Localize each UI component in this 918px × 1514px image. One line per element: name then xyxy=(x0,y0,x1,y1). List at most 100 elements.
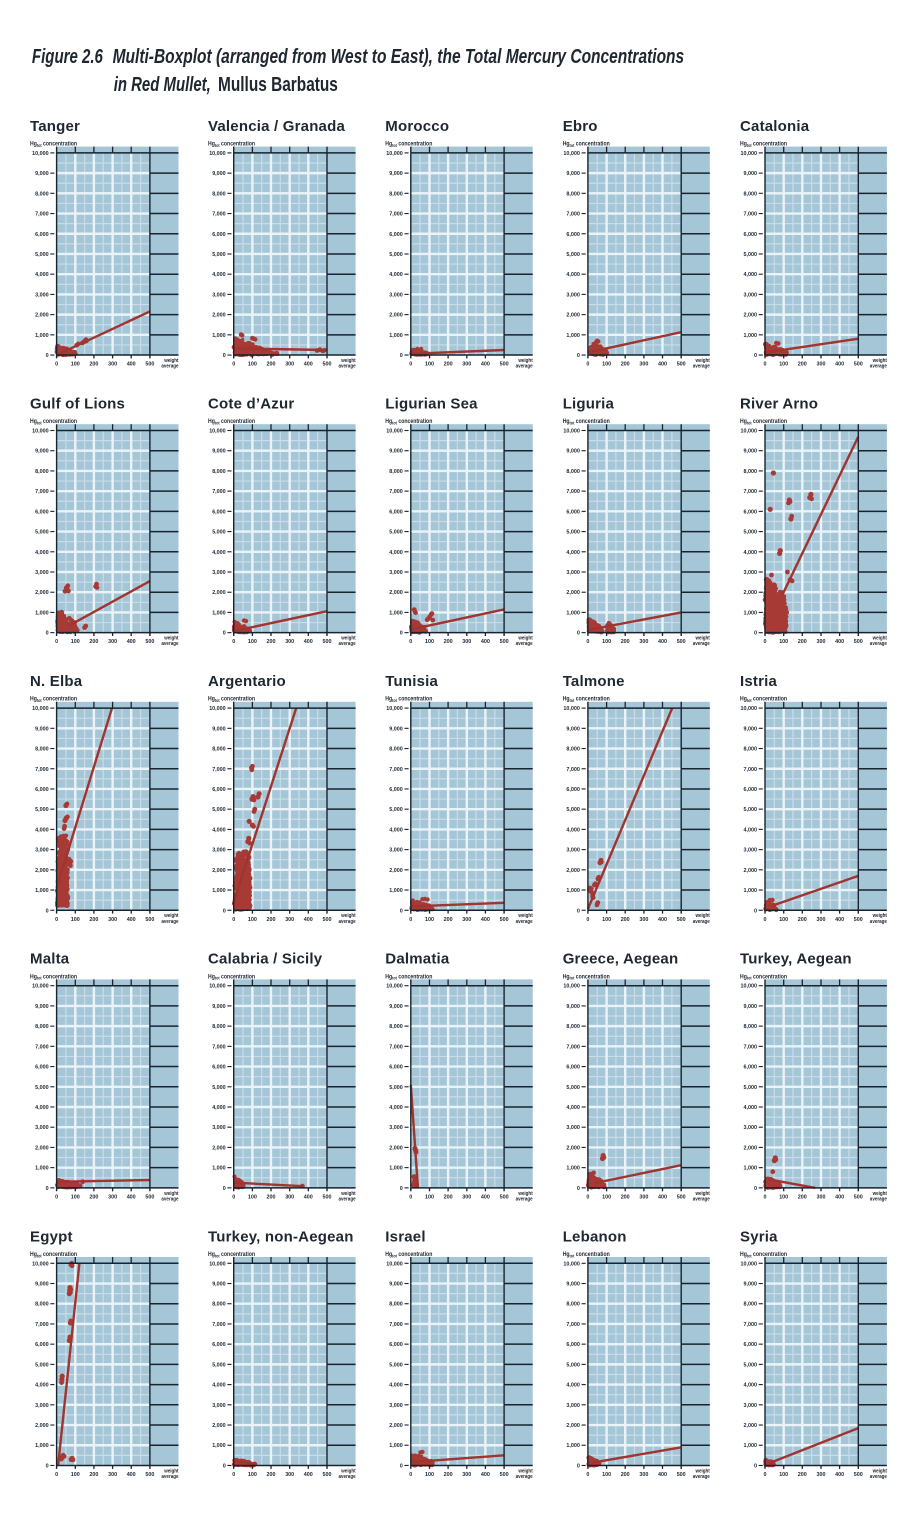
svg-text:5,000: 5,000 xyxy=(212,1085,226,1091)
svg-text:3,000: 3,000 xyxy=(212,848,226,854)
svg-text:400: 400 xyxy=(481,1195,490,1201)
svg-text:5,000: 5,000 xyxy=(389,807,403,813)
svg-text:8,000: 8,000 xyxy=(744,747,758,753)
svg-text:400: 400 xyxy=(481,639,490,645)
svg-text:5,000: 5,000 xyxy=(566,252,580,258)
svg-text:1,000: 1,000 xyxy=(389,610,403,616)
svg-text:5,000: 5,000 xyxy=(744,807,758,813)
svg-text:7,000: 7,000 xyxy=(566,212,580,218)
svg-text:200: 200 xyxy=(621,639,630,645)
svg-text:10,000: 10,000 xyxy=(563,151,580,157)
svg-text:500: 500 xyxy=(500,639,509,645)
svg-text:0: 0 xyxy=(577,353,580,359)
svg-text:4,000: 4,000 xyxy=(212,1105,226,1111)
svg-text:2,000: 2,000 xyxy=(389,868,403,874)
svg-text:7,000: 7,000 xyxy=(35,767,49,773)
svg-text:0: 0 xyxy=(586,639,589,645)
svg-text:Liguria: Liguria xyxy=(563,396,615,413)
svg-text:300: 300 xyxy=(285,1195,294,1201)
svg-text:400: 400 xyxy=(127,1195,136,1201)
svg-text:Hgtot concentration: Hgtot concentration xyxy=(563,696,610,703)
svg-text:4,000: 4,000 xyxy=(35,550,49,556)
svg-text:400: 400 xyxy=(658,362,667,368)
svg-text:10,000: 10,000 xyxy=(741,706,758,712)
svg-text:Tanger: Tanger xyxy=(30,118,80,135)
svg-text:5,000: 5,000 xyxy=(35,530,49,536)
svg-text:Hgtot concentration: Hgtot concentration xyxy=(740,141,787,148)
svg-text:8,000: 8,000 xyxy=(389,191,403,197)
svg-text:8,000: 8,000 xyxy=(389,747,403,753)
svg-text:0: 0 xyxy=(577,631,580,637)
svg-text:Dalmatia: Dalmatia xyxy=(385,951,450,968)
svg-text:3,000: 3,000 xyxy=(35,570,49,576)
svg-text:100: 100 xyxy=(425,917,434,923)
svg-text:Figure 2.6: Figure 2.6 xyxy=(32,45,103,68)
svg-text:Hgtot concentration: Hgtot concentration xyxy=(385,696,432,703)
svg-text:100: 100 xyxy=(779,639,788,645)
svg-text:0: 0 xyxy=(586,917,589,923)
svg-text:Hgtot concentration: Hgtot concentration xyxy=(385,141,432,148)
svg-text:Catalonia: Catalonia xyxy=(740,118,810,135)
svg-text:0: 0 xyxy=(577,908,580,914)
svg-text:8,000: 8,000 xyxy=(212,1024,226,1030)
svg-text:5,000: 5,000 xyxy=(566,530,580,536)
svg-text:9,000: 9,000 xyxy=(566,171,580,177)
svg-text:0: 0 xyxy=(409,639,412,645)
svg-text:0: 0 xyxy=(764,917,767,923)
svg-text:10,000: 10,000 xyxy=(32,984,49,990)
svg-text:10,000: 10,000 xyxy=(563,706,580,712)
svg-text:500: 500 xyxy=(500,917,509,923)
svg-text:Istria: Istria xyxy=(740,673,778,690)
svg-text:4,000: 4,000 xyxy=(35,272,49,278)
svg-text:400: 400 xyxy=(835,362,844,368)
svg-text:100: 100 xyxy=(425,1195,434,1201)
svg-text:300: 300 xyxy=(108,362,117,368)
svg-text:300: 300 xyxy=(285,639,294,645)
svg-text:200: 200 xyxy=(798,917,807,923)
svg-text:average: average xyxy=(339,363,356,369)
svg-text:0: 0 xyxy=(46,1186,49,1192)
svg-text:7,000: 7,000 xyxy=(389,1044,403,1050)
svg-text:3,000: 3,000 xyxy=(35,292,49,298)
svg-text:4,000: 4,000 xyxy=(389,1105,403,1111)
svg-text:7,000: 7,000 xyxy=(35,212,49,218)
svg-text:1,000: 1,000 xyxy=(35,1166,49,1172)
svg-text:200: 200 xyxy=(267,362,276,368)
svg-text:Hgtot concentration: Hgtot concentration xyxy=(208,696,255,703)
svg-text:10,000: 10,000 xyxy=(209,984,226,990)
svg-text:0: 0 xyxy=(223,908,226,914)
svg-text:average: average xyxy=(161,1196,178,1202)
svg-text:5,000: 5,000 xyxy=(212,807,226,813)
svg-text:100: 100 xyxy=(248,917,257,923)
svg-text:Hgtot concentration: Hgtot concentration xyxy=(563,419,610,426)
svg-text:10,000: 10,000 xyxy=(209,429,226,435)
svg-text:Morocco: Morocco xyxy=(385,118,449,135)
svg-text:Valencia / Granada: Valencia / Granada xyxy=(208,118,345,135)
svg-text:7,000: 7,000 xyxy=(389,767,403,773)
svg-text:Hgtot concentration: Hgtot concentration xyxy=(30,419,77,426)
svg-text:Hgtot concentration: Hgtot concentration xyxy=(740,696,787,703)
svg-text:5,000: 5,000 xyxy=(744,252,758,258)
svg-text:500: 500 xyxy=(854,639,863,645)
svg-text:400: 400 xyxy=(835,639,844,645)
svg-text:6,000: 6,000 xyxy=(212,232,226,238)
svg-text:300: 300 xyxy=(639,362,648,368)
svg-text:0: 0 xyxy=(400,631,403,637)
svg-text:7,000: 7,000 xyxy=(212,767,226,773)
svg-text:0: 0 xyxy=(764,362,767,368)
svg-text:1,000: 1,000 xyxy=(744,333,758,339)
svg-text:0: 0 xyxy=(754,908,757,914)
svg-text:0: 0 xyxy=(46,631,49,637)
svg-text:3,000: 3,000 xyxy=(389,292,403,298)
svg-text:8,000: 8,000 xyxy=(35,191,49,197)
svg-text:4,000: 4,000 xyxy=(389,272,403,278)
svg-text:0: 0 xyxy=(754,631,757,637)
svg-text:River Arno: River Arno xyxy=(740,396,818,413)
svg-text:1,000: 1,000 xyxy=(566,888,580,894)
svg-text:8,000: 8,000 xyxy=(744,469,758,475)
svg-text:5,000: 5,000 xyxy=(389,1085,403,1091)
svg-text:2,000: 2,000 xyxy=(212,590,226,596)
svg-text:4,000: 4,000 xyxy=(744,827,758,833)
svg-text:100: 100 xyxy=(602,917,611,923)
svg-text:Malta: Malta xyxy=(30,951,70,968)
